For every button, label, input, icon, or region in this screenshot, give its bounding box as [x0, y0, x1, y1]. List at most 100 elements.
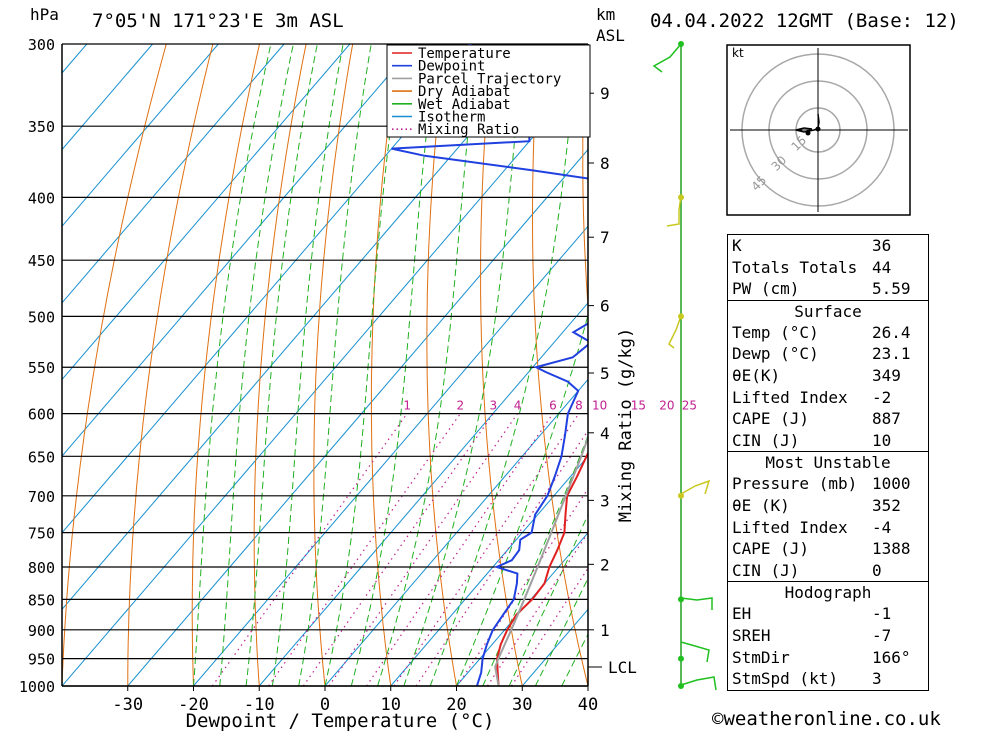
surface-row: Lifted Index -2: [728, 387, 928, 409]
pressure-label: 950: [28, 651, 55, 669]
wet-adiabat-line: [482, 434, 588, 686]
hodograph-param-value: 3: [872, 669, 882, 689]
hodograph-param-value: -7: [872, 625, 892, 645]
x-axis-label: Dewpoint / Temperature (°C): [186, 710, 495, 732]
legend-label: Wet Adiabat: [418, 97, 511, 113]
most-unstable-value: 0: [872, 560, 882, 580]
km-tick-label: 5: [600, 364, 610, 383]
hodograph-mean-dot: [815, 126, 821, 132]
wet-adiabat-line: [377, 44, 479, 686]
index-label: PW (cm): [732, 279, 800, 299]
index-row: K 36: [728, 235, 928, 257]
km-tick-label: 7: [600, 228, 610, 247]
km-tick-label: 8: [600, 154, 610, 173]
pressure-label: 750: [28, 525, 55, 543]
dry-adiabat-line: [632, 44, 720, 686]
surface-label: CIN (J): [732, 430, 800, 450]
hodograph-param-row: StmSpd (kt) 3: [728, 668, 928, 690]
isotherm-line: [62, 44, 416, 457]
wet-adiabat-line: [429, 44, 579, 686]
km-tick-label: 3: [600, 491, 610, 510]
index-label: K: [732, 236, 742, 255]
wet-adiabat-line: [298, 44, 372, 686]
temperature-line: [496, 450, 588, 686]
isotherm-line: [62, 44, 351, 381]
hodograph-param-label: StmDir: [732, 647, 790, 667]
wet-adiabat-line: [271, 44, 344, 686]
hodograph-param-value: -1: [872, 604, 892, 624]
mixing-ratio-axis-label: Mixing Ratio (g/kg): [616, 328, 636, 522]
surface-section: Surface Temp (°C) 26.4 Dewp (°C) 23.1 θE(K) 3…: [728, 301, 928, 453]
surface-title: Surface: [794, 301, 862, 321]
lcl-label: LCL: [608, 658, 637, 677]
most-unstable-title: Most Unstable: [765, 453, 891, 473]
pressure-label: 500: [28, 308, 55, 326]
x-tick-label: 40: [578, 695, 598, 715]
mixing-ratio-line: [366, 413, 554, 686]
hodograph-unit-label: kt: [732, 46, 744, 60]
isotherm-line: [258, 302, 588, 686]
datetime-title: 04.04.2022 12GMT (Base: 12): [650, 10, 959, 32]
dry-adiabat-line: [253, 44, 307, 686]
indices-table: K 36 Totals Totals 44 PW (cm) 5.59 Surface Te…: [727, 234, 929, 691]
legend-label: Temperature: [418, 46, 511, 62]
x-tick-label: 0: [320, 695, 330, 715]
wind-barb: [668, 315, 682, 349]
wind-level-dot: [678, 655, 684, 662]
mixing-ratio-label: 6: [549, 399, 557, 413]
dry-adiabat-line: [958, 44, 1000, 686]
hodograph-param-value: 166°: [872, 647, 911, 667]
hodograph-param-row: EH -1: [728, 603, 928, 625]
mixing-ratio-label: 15: [631, 399, 646, 413]
surface-value: -2: [872, 387, 892, 407]
hodograph-param-label: StmSpd (kt): [732, 669, 838, 689]
index-value: 5.59: [872, 279, 911, 299]
km-label: km: [596, 5, 616, 24]
surface-row: Dewp (°C) 23.1: [728, 343, 928, 365]
x-tick-label: -30: [112, 695, 143, 715]
surface-row: CIN (J) 10: [728, 430, 928, 452]
isotherm-line: [390, 455, 588, 686]
footer-credit: ©weatheronline.co.uk: [712, 708, 941, 730]
wet-adiabat-line: [193, 44, 272, 686]
pressure-label: 650: [28, 448, 55, 466]
most-unstable-row: CIN (J) 0: [728, 560, 928, 582]
wind-barb: [680, 479, 711, 495]
index-value: 36: [872, 236, 892, 255]
surface-row: θE(K) 349: [728, 365, 928, 387]
surface-label: CAPE (J): [732, 409, 810, 429]
x-tick-label: 20: [446, 695, 466, 715]
pressure-label: 800: [28, 559, 55, 577]
x-tick-label: -10: [244, 695, 275, 715]
most-unstable-row: θE (K) 352: [728, 495, 928, 517]
pressure-label: 700: [28, 488, 55, 506]
mixing-ratio-label: 8: [575, 399, 583, 413]
mixing-ratio-label: 10: [592, 399, 607, 413]
most-unstable-label: Lifted Index: [732, 517, 848, 537]
asl-label: ASL: [596, 26, 625, 45]
pressure-label: 350: [28, 118, 55, 136]
mixing-ratio-line: [510, 567, 588, 686]
mixing-ratio-line: [328, 413, 518, 686]
mixing-ratio-label: 4: [514, 399, 522, 413]
mixing-ratio-line: [456, 487, 588, 686]
x-tick-label: 30: [512, 695, 532, 715]
pressure-label: 300: [28, 36, 55, 54]
dry-adiabat-line: [191, 44, 260, 686]
hodograph-param-label: EH: [732, 604, 752, 624]
km-tick-label: 2: [600, 555, 610, 574]
most-unstable-label: CIN (J): [732, 560, 800, 580]
wind-level-dot: [678, 492, 684, 499]
most-unstable-row: Pressure (mb) 1000: [728, 473, 928, 495]
pressure-label: 600: [28, 406, 55, 424]
km-tick-label: 1: [600, 621, 610, 640]
surface-row: Temp (°C) 26.4: [728, 322, 928, 344]
index-row: Totals Totals 44: [728, 257, 928, 279]
pressure-label: 450: [28, 252, 55, 270]
most-unstable-value: 1388: [872, 539, 911, 559]
dry-adiabat-line: [426, 44, 457, 686]
legend-box: [386, 44, 591, 138]
